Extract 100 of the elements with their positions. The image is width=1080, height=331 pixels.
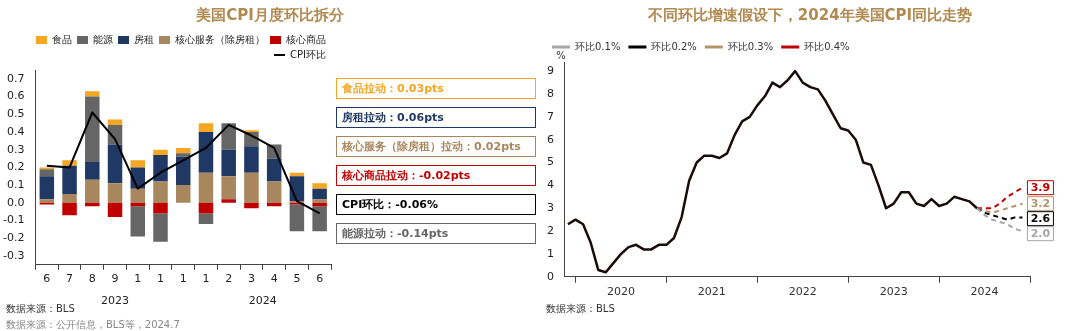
bar bbox=[62, 202, 77, 216]
x-tick-label: 8 bbox=[88, 272, 96, 286]
line-series bbox=[975, 207, 1024, 233]
bar bbox=[221, 149, 236, 177]
callout-box: 食品拉动：0.03pts bbox=[336, 78, 536, 99]
bar bbox=[198, 172, 214, 203]
x-tick-label: 2 bbox=[225, 272, 233, 286]
bar bbox=[107, 183, 123, 203]
x-tick-label: 7 bbox=[66, 272, 74, 286]
y-tick-label: -0.1 bbox=[2, 213, 25, 227]
legend-label: 食品 bbox=[52, 33, 72, 45]
data-label: 3.2 bbox=[1030, 196, 1051, 210]
bar bbox=[312, 188, 327, 200]
bar bbox=[312, 206, 327, 232]
bar bbox=[107, 202, 123, 217]
bar bbox=[107, 144, 123, 184]
bar bbox=[175, 147, 191, 154]
y-tick-label: 0.3 bbox=[6, 142, 25, 156]
bar bbox=[153, 213, 168, 242]
bar bbox=[244, 172, 259, 203]
callout-box: CPI环比：-0.06% bbox=[336, 194, 536, 215]
y-tick-label: 0.4 bbox=[6, 124, 25, 138]
bar bbox=[266, 158, 282, 182]
bar bbox=[266, 181, 282, 203]
y-tick-label: 4 bbox=[547, 178, 554, 192]
y-tick-label: 0.7 bbox=[6, 71, 25, 85]
bar bbox=[221, 199, 236, 203]
legend-label: 环比0.4% bbox=[804, 40, 850, 52]
legend-label: 环比0.2% bbox=[651, 40, 697, 52]
bar bbox=[153, 181, 168, 203]
bar bbox=[85, 91, 100, 97]
callout-box: 能源拉动：-0.14pts bbox=[336, 223, 536, 244]
bar bbox=[175, 153, 191, 157]
y-tick-label: 0.5 bbox=[6, 107, 25, 121]
y-tick-label: 5 bbox=[547, 155, 554, 169]
bar bbox=[85, 96, 100, 163]
chart-title: 美国CPI月度环比拆分 bbox=[195, 6, 345, 25]
data-label: 3.9 bbox=[1030, 180, 1051, 194]
y-tick-label: 0 bbox=[547, 269, 554, 283]
y-tick-label: 0.0 bbox=[6, 195, 25, 209]
source-note: 数据来源：BLS bbox=[546, 302, 615, 316]
y-tick-label: -0.2 bbox=[2, 231, 25, 245]
data-label: 2.0 bbox=[1030, 226, 1051, 240]
source-note: 数据来源：BLS bbox=[6, 302, 75, 316]
bar bbox=[107, 119, 123, 125]
callout-box: 核心商品拉动：-0.02pts bbox=[336, 165, 536, 186]
bar bbox=[221, 123, 236, 150]
bar bbox=[312, 199, 327, 203]
y-tick-label: 3 bbox=[547, 201, 554, 215]
x-tick-label: 2024 bbox=[970, 285, 999, 299]
bar bbox=[130, 160, 146, 168]
y-axis-title: % bbox=[556, 49, 566, 61]
bar bbox=[62, 165, 77, 194]
x-tick-label: 2020 bbox=[606, 285, 635, 299]
legend-label: 能源 bbox=[93, 33, 113, 45]
source-note: 数据来源：公开信息，BLS等，2024.7 bbox=[6, 318, 180, 331]
y-tick-label: 0.1 bbox=[6, 177, 25, 191]
x-tick-label: 3 bbox=[247, 272, 255, 286]
data-label: 2.6 bbox=[1030, 211, 1051, 225]
bar bbox=[289, 204, 305, 232]
bar bbox=[198, 123, 214, 132]
bar bbox=[130, 206, 146, 237]
bar bbox=[244, 146, 259, 173]
legend-label: 核心商品 bbox=[285, 33, 326, 45]
bar bbox=[39, 176, 55, 200]
bar bbox=[312, 183, 327, 189]
y-tick-label: 6 bbox=[547, 132, 554, 146]
bar bbox=[198, 213, 214, 225]
bar bbox=[85, 179, 100, 203]
y-tick-label: 1 bbox=[547, 246, 554, 260]
y-tick-label: 2 bbox=[547, 223, 554, 237]
bar bbox=[130, 188, 146, 203]
x-tick-label: 4 bbox=[270, 272, 278, 286]
legend-label: CPI环比 bbox=[290, 48, 327, 60]
y-tick-label: 9 bbox=[547, 64, 554, 77]
y-tick-label: 7 bbox=[547, 109, 554, 123]
y-tick-label: 0.2 bbox=[6, 160, 25, 174]
chart-title: 不同环比增速假设下，2024年美国CPI同比走势 bbox=[646, 6, 974, 25]
x-tick-label: 5 bbox=[293, 272, 301, 286]
y-tick-label: -0.3 bbox=[2, 248, 25, 262]
bar bbox=[85, 162, 100, 180]
line-series bbox=[975, 186, 1024, 210]
x-tick-label: 6 bbox=[43, 272, 51, 286]
y-tick-label: 0.6 bbox=[6, 89, 25, 103]
callout-box: 房租拉动：0.06pts bbox=[336, 107, 536, 128]
x-tick-label: 1 bbox=[202, 272, 210, 286]
x-tick-label: 1 bbox=[134, 272, 142, 286]
bar bbox=[153, 155, 168, 182]
legend-label: 环比0.3% bbox=[727, 40, 774, 52]
bar bbox=[221, 176, 236, 200]
callout-box: 核心服务（除房租）拉动：0.02pts bbox=[336, 136, 536, 157]
x-tick-label: 1 bbox=[179, 272, 187, 286]
x-tick-label: 2021 bbox=[697, 285, 726, 299]
bar bbox=[198, 202, 214, 214]
legend-label: 房租 bbox=[134, 33, 154, 45]
legend-label: 核心服务（除房租） bbox=[174, 33, 265, 45]
bar bbox=[153, 149, 168, 155]
x-tick-label: 6 bbox=[316, 272, 324, 286]
bar bbox=[175, 185, 191, 203]
bar bbox=[62, 193, 77, 203]
